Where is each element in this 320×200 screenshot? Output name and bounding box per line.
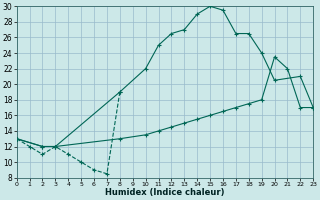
X-axis label: Humidex (Indice chaleur): Humidex (Indice chaleur) xyxy=(105,188,225,197)
